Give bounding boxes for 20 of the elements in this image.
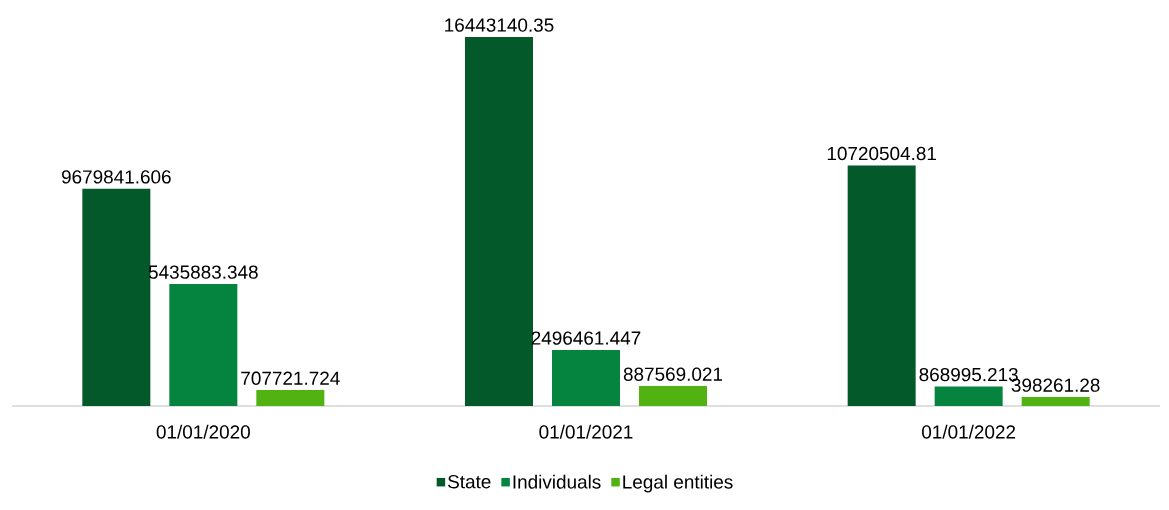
legend-label: State: [448, 475, 491, 489]
x-tick-label: 01/01/2022: [922, 424, 1016, 439]
x-tick-label: 01/01/2021: [539, 424, 633, 439]
data-label: 9679841.606: [61, 170, 171, 184]
data-label: 887569.021: [623, 367, 723, 381]
bar: [847, 165, 916, 406]
legend-label: Legal entities: [623, 474, 733, 493]
data-label: 16443140.35: [445, 18, 554, 32]
bar: [552, 349, 620, 406]
bar: [465, 37, 533, 406]
x-tick-label: 01/01/2020: [156, 424, 250, 439]
bar: [934, 386, 1003, 406]
bar: [169, 284, 238, 406]
bar: [1021, 397, 1090, 406]
legend-label: Individuals: [513, 474, 601, 489]
bar: [639, 386, 707, 406]
data-label: 707721.724: [241, 371, 340, 385]
data-label: 10720504.81: [827, 146, 936, 161]
bar: [256, 390, 325, 406]
bar: [82, 188, 151, 406]
